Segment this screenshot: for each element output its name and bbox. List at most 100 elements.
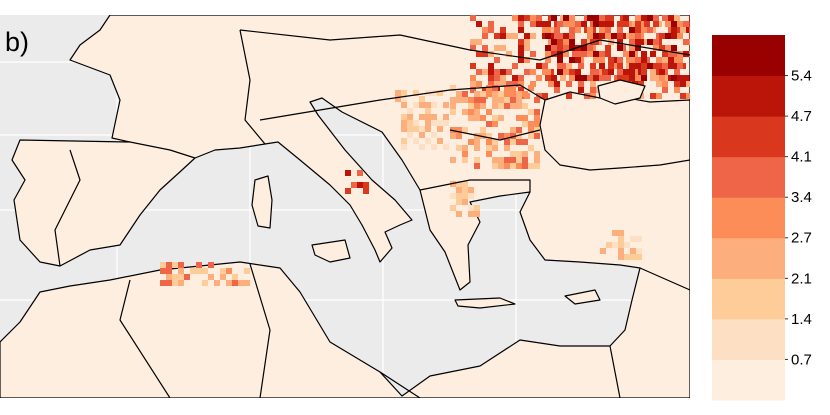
heat-cell: [530, 81, 536, 87]
heat-cell: [407, 126, 413, 132]
heat-cell: [172, 274, 178, 280]
heat-cell: [510, 133, 516, 139]
heat-cell: [671, 27, 677, 33]
heat-cell: [492, 157, 498, 163]
heat-cell: [425, 126, 431, 132]
heat-cell: [351, 182, 357, 188]
heat-cell: [238, 280, 244, 286]
heat-cell: [518, 57, 524, 63]
heat-cell: [512, 33, 518, 39]
heat-cell: [480, 103, 486, 109]
heat-cell: [494, 75, 500, 81]
heat-cell: [401, 114, 407, 120]
heat-cell: [425, 102, 431, 108]
heat-cell: [587, 45, 593, 51]
heat-cell: [492, 163, 498, 169]
heat-cell: [486, 151, 492, 157]
heat-cell: [482, 87, 488, 93]
heat-cell: [522, 139, 528, 145]
heat-cell: [578, 87, 584, 93]
heat-cell: [534, 127, 540, 133]
heat-cell: [635, 63, 641, 69]
heat-cell: [542, 63, 548, 69]
heat-cell: [470, 45, 476, 51]
heat-cell: [557, 57, 563, 63]
heat-cell: [534, 157, 540, 163]
heat-cell: [593, 69, 599, 75]
heat-cell: [516, 151, 522, 157]
heat-cell: [557, 51, 563, 57]
heat-cell: [606, 242, 612, 248]
heat-cell: [443, 144, 449, 150]
heat-cell: [683, 21, 689, 27]
heat-cell: [636, 236, 642, 242]
heat-cell: [563, 33, 569, 39]
heat-cell: [494, 69, 500, 75]
heat-cell: [557, 39, 563, 45]
heat-cell: [662, 57, 668, 63]
heat-cell: [524, 45, 530, 51]
heat-cell: [608, 57, 614, 63]
heat-cell: [545, 51, 551, 57]
heat-cell: [557, 21, 563, 27]
panel-label: b): [5, 27, 29, 57]
heat-cell: [608, 69, 614, 75]
heat-cell: [512, 63, 518, 69]
heat-cell: [551, 51, 557, 57]
heat-cell: [462, 199, 468, 205]
heat-cell: [431, 132, 437, 138]
heat-cell: [534, 121, 540, 127]
heat-cell: [166, 268, 172, 274]
heat-cell: [470, 39, 476, 45]
heat-cell: [677, 21, 683, 27]
heat-cell: [184, 274, 190, 280]
heat-cell: [587, 75, 593, 81]
heat-cell: [629, 57, 635, 63]
heat-cell: [431, 144, 437, 150]
heat-cell: [226, 280, 232, 286]
heat-cell: [401, 96, 407, 102]
heat-cell: [480, 91, 486, 97]
heat-cell: [524, 39, 530, 45]
heat-cell: [608, 63, 614, 69]
heat-cell: [482, 51, 488, 57]
heat-cell: [575, 75, 581, 81]
heat-cell: [668, 51, 674, 57]
heat-cell: [534, 163, 540, 169]
heat-cell: [617, 27, 623, 33]
heat-cell: [683, 75, 689, 81]
heat-cell: [202, 280, 208, 286]
heat-cell: [419, 102, 425, 108]
heat-cell: [536, 75, 542, 81]
heat-cell: [662, 15, 668, 21]
heat-cell: [575, 21, 581, 27]
heat-cell: [474, 139, 480, 145]
heat-cell: [689, 33, 690, 39]
heat-cell: [671, 33, 677, 39]
heat-cell: [516, 91, 522, 97]
heat-cell: [536, 21, 542, 27]
heat-cell: [468, 97, 474, 103]
heat-cell: [563, 21, 569, 27]
heat-cell: [506, 33, 512, 39]
heat-cell: [510, 127, 516, 133]
heat-cell: [413, 90, 419, 96]
heat-cell: [413, 102, 419, 108]
heat-cell: [536, 15, 542, 21]
heat-cell: [590, 81, 596, 87]
heat-cell: [425, 138, 431, 144]
heat-cell: [518, 81, 524, 87]
legend-tick-label: 2.7: [791, 230, 812, 247]
heat-cell: [569, 39, 575, 45]
heat-cell: [629, 51, 635, 57]
heat-cell: [474, 91, 480, 97]
heat-cell: [674, 15, 680, 21]
heat-cell: [653, 63, 659, 69]
heat-cell: [581, 45, 587, 51]
heat-cell: [545, 33, 551, 39]
heat-cell: [677, 63, 683, 69]
heat-cell: [653, 21, 659, 27]
heat-cell: [166, 262, 172, 268]
heat-cell: [545, 45, 551, 51]
heat-cell: [635, 39, 641, 45]
